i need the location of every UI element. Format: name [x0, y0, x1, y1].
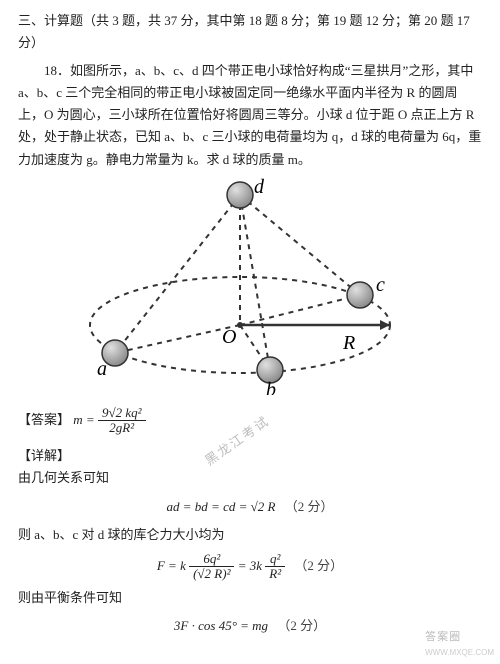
eq3-text: 3F · cos 45° = mg [174, 618, 268, 633]
eq2-f1-den: (√2 R)² [189, 567, 234, 581]
svg-text:a: a [97, 358, 107, 380]
answer-num: 9√2 kq² [98, 406, 146, 421]
eq2-frac2: q² R² [265, 552, 285, 582]
eq2-lhs: F = k [157, 558, 186, 573]
svg-text:b: b [266, 379, 276, 395]
eq2: F = k 6q² (√2 R)² = 3k q² R² （2 分） [18, 552, 482, 582]
answer-den: 2gR² [98, 421, 146, 435]
eq3: 3F · cos 45° = mg （2 分） [18, 615, 482, 637]
answer-label: 【答案】 [18, 412, 70, 427]
eq3-score: （2 分） [277, 618, 326, 633]
q18-text: 18．如图所示，a、b、c、d 四个带正电小球恰好构成“三星拱月”之形，其中 a… [18, 60, 482, 170]
eq2-f1-num: 6q² [189, 552, 234, 567]
svg-text:c: c [376, 274, 385, 296]
svg-text:d: d [254, 176, 265, 198]
wm-main: 答案圈 [425, 631, 461, 643]
section-header: 三、计算题（共 3 题，共 37 分，其中第 18 题 8 分；第 19 题 1… [18, 10, 482, 54]
eq2-mid: = 3k [238, 558, 266, 573]
answer-frac: 9√2 kq² 2gR² [98, 406, 146, 436]
detail-line2: 则 a、b、c 对 d 球的库仑力大小均为 [18, 524, 482, 546]
eq1: ad = bd = cd = √2 R （2 分） [18, 496, 482, 518]
svg-text:R: R [342, 332, 355, 354]
eq2-f2-den: R² [265, 567, 285, 581]
eq2-frac1: 6q² (√2 R)² [189, 552, 234, 582]
eq2-score: （2 分） [294, 558, 343, 573]
detail-line1: 由几何关系可知 [18, 467, 482, 489]
svg-text:O: O [222, 326, 236, 348]
wm-sub: WWW.MXQE.COM [425, 646, 494, 660]
corner-watermark: 答案圈 WWW.MXQE.COM [425, 628, 494, 660]
eq1-score: （2 分） [285, 499, 334, 514]
eq2-f2-num: q² [265, 552, 285, 567]
detail-line3: 则由平衡条件可知 [18, 587, 482, 609]
detail-label: 【详解】 [18, 445, 482, 467]
answer-line: 【答案】 m = 9√2 kq² 2gR² [18, 406, 482, 436]
answer-lhs: m = [73, 412, 94, 427]
eq1-text: ad = bd = cd = √2 R [167, 499, 276, 514]
diagram: d a b c O R [18, 175, 482, 402]
